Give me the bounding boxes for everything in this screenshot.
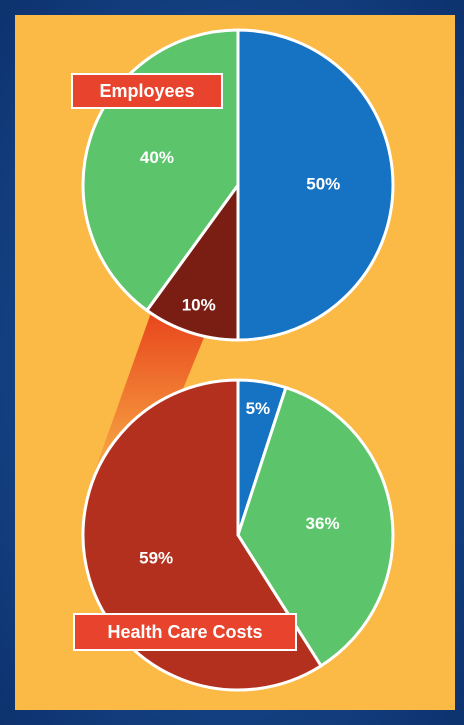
pies: 50% 10% 40% 5% 36% 59% (81, 28, 395, 692)
title-box: Health Care Costs (73, 613, 297, 651)
pie-slice (236, 28, 395, 342)
chart-title: Employees (99, 81, 194, 101)
slice-label: 36% (306, 514, 340, 533)
chart-title: Health Care Costs (107, 622, 262, 642)
pie-slice (81, 378, 324, 692)
slice-label: 5% (246, 399, 271, 418)
pie-slice (144, 180, 240, 342)
slice-label: 40% (140, 148, 174, 167)
title-box: Employees (71, 73, 223, 109)
slice-label: 59% (139, 548, 173, 567)
pie-slice (236, 385, 395, 668)
slice-label: 10% (182, 295, 216, 314)
slice-label: 50% (306, 174, 340, 193)
